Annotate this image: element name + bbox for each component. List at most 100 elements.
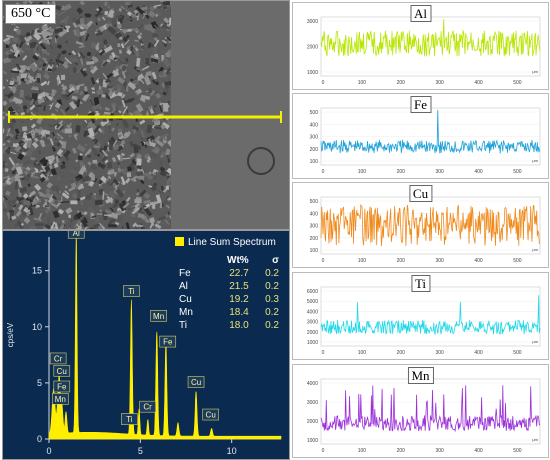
eds-y-tick-label: 0 <box>37 434 42 444</box>
scan-x-tick-label: 100 <box>358 350 367 356</box>
scan-line-fe <box>320 109 541 154</box>
scan-x-tick-label: 300 <box>435 258 444 264</box>
eds-y-tick-label: 15 <box>32 266 42 276</box>
scan-x-tick-label: 400 <box>474 258 483 264</box>
sem-pore <box>247 147 275 175</box>
line-scan-ti-chart: 6000 5000 4000 3000 2000 1000 0 100 200 300 400 500… <box>307 286 541 356</box>
scan-x-tick-label: 500 <box>513 448 522 454</box>
scan-x-tick-label: 0 <box>322 448 325 454</box>
eds-peak-label-box <box>187 376 205 388</box>
eds-x-tick-label: 10 <box>227 446 237 456</box>
eds-x-tick-label: 5 <box>138 446 143 456</box>
eds-peak-label: Fe <box>57 382 67 391</box>
scan-unit-label: μm <box>532 339 538 344</box>
eds-y-label: cps/eV <box>6 322 15 347</box>
scan-y-tick-label: 5000 <box>307 299 318 305</box>
scan-y-tick-label: 400 <box>310 211 319 217</box>
sem-micrograph: 650 °C <box>2 0 290 230</box>
scan-x-tick-label: 400 <box>474 169 483 175</box>
scan-x-tick-label: 100 <box>358 258 367 264</box>
composition-row: Mn 18.4 0.2 <box>179 307 279 318</box>
scan-x-tick-label: 500 <box>513 258 522 264</box>
scan-frame <box>320 286 541 347</box>
scan-y-tick-label: 300 <box>310 135 319 141</box>
eds-peak-label-box <box>150 309 167 322</box>
scan-y-tick-label: 100 <box>310 159 319 165</box>
sem-image <box>3 1 289 229</box>
line-scan-cu: 500 400 300 200 100 0 100 200 300 400 500 μm Cu <box>292 182 549 268</box>
scan-x-tick-label: 400 <box>474 448 483 454</box>
eds-peak-label-box <box>52 393 69 405</box>
eds-peak-label: Cu <box>57 367 67 376</box>
eds-peak-label-box <box>67 231 85 239</box>
scan-y-tick-label: 4000 <box>307 309 318 315</box>
eds-spectrum-area <box>48 236 282 440</box>
eds-peak-label: Mn <box>153 312 164 321</box>
line-scan-mn-title: Mn <box>407 367 434 384</box>
scan-y-tick-label: 2000 <box>307 419 318 425</box>
eds-peak-label-box <box>121 413 138 425</box>
eds-legend: Line Sum Spectrum Wt% σ Fe 22.7 0.2 Al 21.5 0… <box>175 237 283 339</box>
eds-y-tick-label: 10 <box>32 322 42 332</box>
scan-y-tick-label: 200 <box>310 147 319 153</box>
scan-y-tick-label: 100 <box>310 248 319 254</box>
scan-unit-label: μm <box>532 69 538 74</box>
scan-y-tick-label: 3000 <box>307 320 318 326</box>
scan-y-tick-label: 400 <box>310 122 319 128</box>
eds-peak-label: Ti <box>126 415 133 424</box>
scan-x-tick-label: 400 <box>474 350 483 356</box>
scan-x-tick-label: 400 <box>474 80 483 86</box>
scan-x-tick-label: 300 <box>435 448 444 454</box>
scan-y-tick-label: 1000 <box>307 438 318 444</box>
line-scan-al-chart: 3000 2000 1000 0 100 200 300 400 500 μm <box>307 16 541 86</box>
scan-x-tick-label: 500 <box>513 80 522 86</box>
scan-x-tick-label: 500 <box>513 169 522 175</box>
scan-unit-label: μm <box>532 158 538 163</box>
eds-peak-label: Al <box>73 231 80 238</box>
scan-x-tick-label: 100 <box>358 80 367 86</box>
scan-x-tick-label: 200 <box>397 448 406 454</box>
scan-x-tick-label: 300 <box>435 350 444 356</box>
scan-x-tick-label: 0 <box>322 169 325 175</box>
scan-x-tick-label: 200 <box>397 80 406 86</box>
eds-peak-label-box <box>202 408 219 421</box>
eds-peak-label: Cr <box>143 403 152 412</box>
eds-spectrum-panel: 15 10 5 0 0 5 10 cps/eV Al Ti Mn Fe Cr Cu Fe Mn Cr Ti Cu Cu… <box>2 230 290 460</box>
eds-peak-label: Cu <box>206 411 216 420</box>
eds-peak-label-box <box>123 285 140 297</box>
temperature-label: 650 °C <box>5 4 57 24</box>
scan-frame <box>320 378 541 445</box>
eds-peak-label-box <box>139 400 156 413</box>
scan-line-al <box>320 18 541 57</box>
scan-y-tick-label: 1000 <box>307 70 318 76</box>
line-scan-al-title: Al <box>410 5 431 22</box>
scan-y-tick-label: 200 <box>310 236 319 242</box>
composition-table: Wt% σ Fe 22.7 0.2 Al 21.5 0.2 Cu 19.2 0.3 Mn 18.… <box>177 253 281 332</box>
line-scan-mn: 4000 3000 2000 1000 0 100 200 300 400 500 μm Mn <box>292 364 549 458</box>
scan-x-tick-label: 0 <box>322 258 325 264</box>
line-scan-ti-title: Ti <box>410 275 431 292</box>
eds-peak-label: Ti <box>128 287 135 296</box>
scan-y-tick-label: 4000 <box>307 381 318 387</box>
scan-x-tick-label: 100 <box>358 448 367 454</box>
line-scan-fe: 500 400 300 200 100 0 100 200 300 400 500 μm Fe <box>292 93 549 179</box>
sem-smooth-region <box>171 1 289 229</box>
scan-x-tick-label: 200 <box>397 169 406 175</box>
legend-swatch <box>175 237 184 246</box>
line-scan-fe-title: Fe <box>410 96 431 113</box>
scan-x-tick-label: 0 <box>322 350 325 356</box>
eds-x-tick-label: 0 <box>46 446 51 456</box>
line-scan-ti: 6000 5000 4000 3000 2000 1000 0 100 200 300 400 500… <box>292 272 549 360</box>
scan-line-ti <box>320 295 541 336</box>
scan-y-tick-label: 2000 <box>307 330 318 336</box>
scan-y-tick-label: 3000 <box>307 400 318 406</box>
scan-x-tick-label: 500 <box>513 350 522 356</box>
scan-line-cu <box>320 203 541 247</box>
scan-y-tick-label: 2000 <box>307 45 318 51</box>
line-scan-cu-title: Cu <box>408 185 433 202</box>
legend-title: Line Sum Spectrum <box>175 237 276 248</box>
composition-row: Fe 22.7 0.2 <box>179 268 279 279</box>
scan-x-tick-label: 200 <box>397 350 406 356</box>
eds-peak-label-box <box>53 380 71 393</box>
